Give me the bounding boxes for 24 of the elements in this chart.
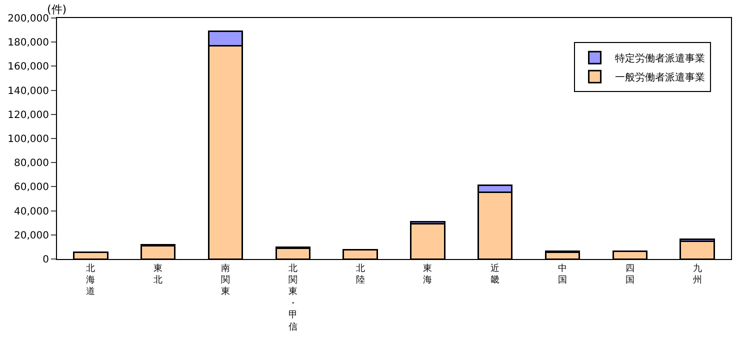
y-tick-label: 100,000 bbox=[8, 134, 49, 145]
x-tick-label: 中国 bbox=[558, 262, 567, 286]
x-tick-label: 九州 bbox=[692, 262, 702, 286]
x-tick-label: 北陸 bbox=[356, 262, 365, 286]
y-tick-label: 200,000 bbox=[8, 14, 49, 24]
y-tick-label: 60,000 bbox=[14, 182, 49, 194]
x-tick-label: 東北 bbox=[154, 262, 163, 286]
x-tick-label: 北関東・甲信 bbox=[288, 262, 298, 332]
y-tick-label: 120,000 bbox=[8, 110, 49, 121]
y-tick-label: 140,000 bbox=[8, 86, 49, 97]
x-tick-label: 南関東 bbox=[221, 262, 230, 298]
y-tick-label: 40,000 bbox=[14, 206, 49, 218]
y-axis-title: (件) bbox=[47, 3, 67, 16]
x-tick-label: 北海道 bbox=[86, 262, 96, 298]
y-tick-label: 20,000 bbox=[14, 230, 49, 242]
y-tick-label: 180,000 bbox=[8, 38, 49, 49]
legend-label: 一般労働者派遣事業 bbox=[614, 72, 705, 84]
x-tick-label: 東海 bbox=[423, 262, 432, 286]
y-tick-label: 160,000 bbox=[8, 62, 49, 73]
x-tick-label: 近畿 bbox=[490, 262, 500, 286]
legend-label: 特定労働者派遣事業 bbox=[614, 52, 705, 64]
y-tick-label: 0 bbox=[42, 254, 49, 266]
y-tick-label: 80,000 bbox=[14, 158, 49, 170]
x-tick-label: 四国 bbox=[625, 264, 634, 286]
